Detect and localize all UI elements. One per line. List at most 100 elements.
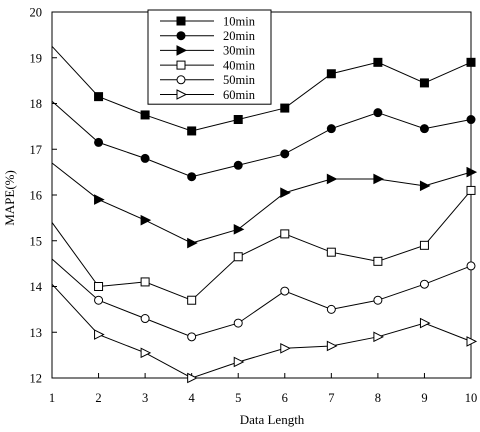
series-line (51, 162, 472, 244)
series-10min (51, 45, 476, 136)
x-tick-label: 10 (465, 391, 478, 405)
legend-label: 10min (223, 14, 256, 28)
data-point (187, 372, 198, 384)
data-point (94, 194, 105, 205)
legend-marker (176, 89, 188, 100)
data-point (280, 229, 290, 239)
data-point (187, 332, 197, 342)
data-point (326, 124, 336, 134)
legend-label: 20min (223, 29, 256, 43)
data-point (466, 261, 476, 271)
legend-entry: 50min (160, 73, 256, 87)
data-point (280, 286, 290, 296)
legend-marker (176, 45, 188, 56)
data-point (466, 115, 476, 125)
series-line (51, 100, 472, 178)
y-tick-label: 17 (30, 143, 43, 157)
data-point (94, 137, 104, 147)
data-point (419, 240, 429, 250)
data-point (466, 57, 476, 67)
data-point (94, 92, 104, 102)
data-point (373, 108, 383, 118)
legend-box (147, 9, 272, 105)
data-point (373, 295, 383, 305)
data-point (419, 124, 429, 134)
y-tick-label: 20 (30, 6, 43, 20)
data-point (94, 329, 105, 340)
y-axis-label: MAPE(%) (2, 170, 17, 226)
data-point (280, 187, 291, 199)
data-point (187, 295, 197, 305)
x-axis-label: Data Length (240, 412, 305, 427)
data-point (233, 252, 243, 262)
data-point (140, 110, 150, 120)
legend-marker (176, 60, 186, 70)
data-point (140, 214, 152, 226)
series-30min (51, 162, 478, 249)
series-60min (51, 283, 478, 384)
data-point (466, 166, 478, 178)
y-tick-label: 12 (30, 372, 43, 386)
legend-entry: 30min (160, 44, 256, 58)
data-point (140, 314, 150, 324)
data-point (466, 336, 478, 347)
legend-label: 50min (223, 73, 256, 87)
legend-marker (176, 75, 186, 85)
series-line (51, 45, 472, 132)
legend-label: 60min (223, 88, 256, 102)
data-point (233, 224, 245, 235)
x-tick-label: 1 (49, 391, 55, 405)
y-tick-label: 13 (30, 326, 43, 340)
data-point (187, 126, 197, 136)
x-tick-label: 7 (328, 391, 334, 405)
data-point (233, 356, 245, 368)
y-axis-ticks: 12 13 14 15 16 17 18 19 20 (30, 6, 57, 386)
legend-label: 40min (223, 58, 256, 72)
data-point (94, 282, 104, 291)
legend-marker (176, 31, 186, 41)
series-50min (51, 258, 476, 342)
legend-entry: 10min (160, 14, 256, 28)
legend-entry: 20min (160, 29, 256, 43)
data-point (419, 180, 431, 192)
data-point (326, 247, 336, 257)
data-point (140, 347, 152, 359)
y-tick-label: 19 (30, 51, 43, 65)
series-line (51, 190, 472, 301)
data-point (233, 160, 243, 170)
data-point (233, 115, 243, 125)
data-point (94, 295, 104, 305)
data-point (140, 277, 150, 287)
data-point (280, 342, 291, 354)
legend-marker (176, 16, 186, 26)
data-point (373, 256, 383, 266)
data-point (326, 340, 338, 352)
series-40min (51, 185, 476, 305)
x-tick-label: 6 (282, 391, 288, 405)
y-tick-label: 15 (30, 234, 43, 248)
legend-entry: 40min (160, 58, 256, 72)
x-tick-label: 8 (375, 391, 381, 405)
data-point (187, 237, 198, 249)
data-point (373, 57, 383, 67)
data-point (419, 78, 429, 88)
series-line (51, 258, 472, 338)
legend-label: 30min (223, 44, 256, 58)
data-point (326, 304, 336, 314)
x-tick-label: 4 (189, 391, 196, 405)
x-tick-label: 2 (95, 391, 101, 405)
data-point (280, 103, 290, 113)
data-point (373, 173, 385, 185)
data-point (140, 153, 150, 163)
series-layer (51, 45, 478, 384)
data-point (326, 173, 338, 185)
series-line (51, 283, 472, 379)
data-point (280, 149, 290, 159)
data-point (373, 331, 385, 343)
y-tick-label: 18 (30, 97, 43, 111)
data-point (187, 172, 197, 182)
data-point (419, 279, 429, 289)
y-tick-label: 16 (30, 189, 43, 203)
